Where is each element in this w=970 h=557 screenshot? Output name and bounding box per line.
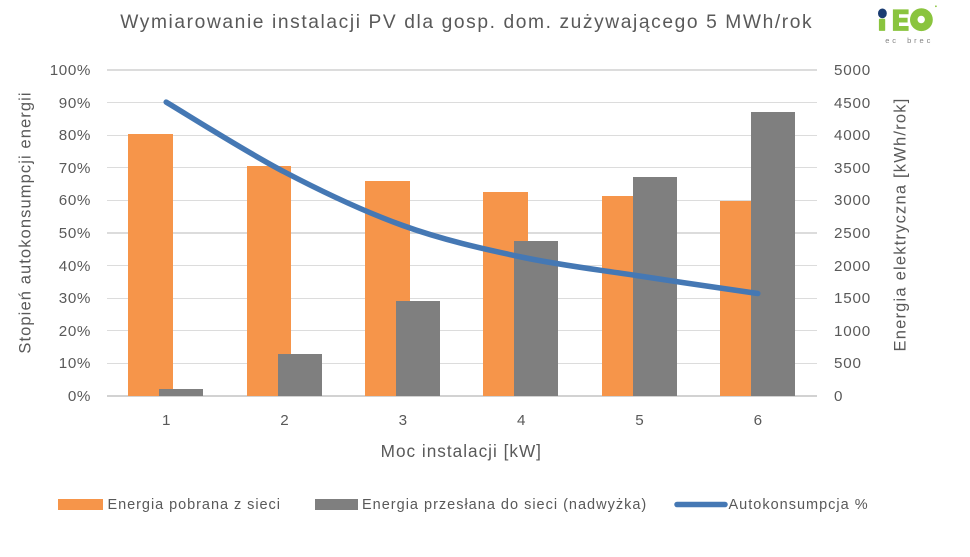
svg-text:ec brec: ec brec [885, 36, 933, 45]
